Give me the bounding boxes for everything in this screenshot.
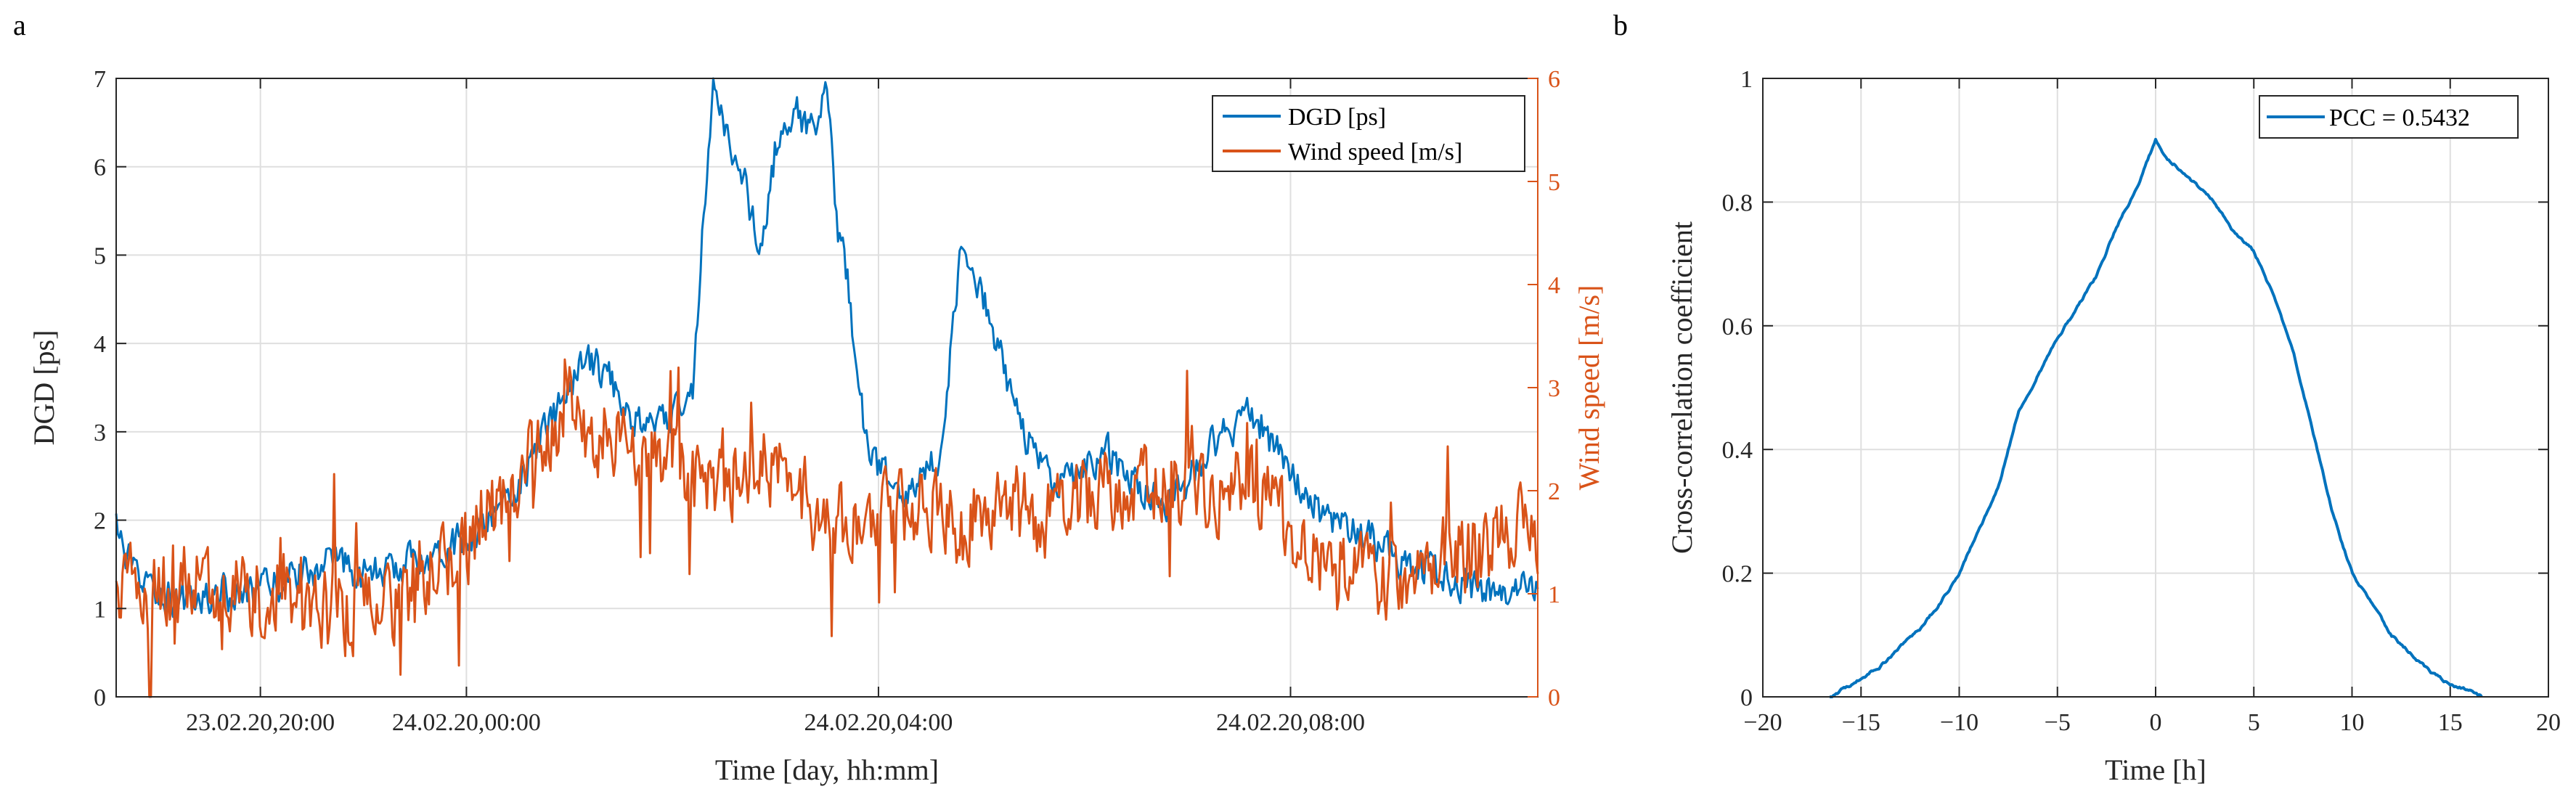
chart-b-y-tick-label: 0	[1740, 685, 1753, 711]
chart-a-x-tick-label: 24.02.20,04:00	[804, 709, 953, 736]
chart-a-y-tick-label: 5	[94, 242, 106, 269]
chart-a-y-right-ticks: 0 1 2 3 4 5 6	[1528, 66, 1560, 711]
chart-b-y-tick-label: 0.6	[1722, 314, 1753, 340]
chart-a-y-tick-label: 1	[94, 596, 106, 623]
pcc-series-line	[1829, 137, 2483, 698]
chart-b-y-tick-label: 0.2	[1722, 561, 1753, 588]
chart-b-x-tick-label: 0	[2150, 709, 2162, 736]
chart-b-x-tick-label: −20	[1743, 709, 1782, 736]
chart-b-y-ticks: 0 0.2 0.4 0.6 0.8 1	[1722, 66, 2548, 711]
chart-a-y-tick-label: 2	[94, 508, 106, 535]
chart-b-x-tick-label: −15	[1842, 709, 1880, 736]
chart-b-x-tick-label: −5	[2045, 709, 2071, 736]
chart-b-x-tick-label: 15	[2438, 709, 2463, 736]
chart-a-x-axis-label: Time [day, hh:mm]	[715, 753, 939, 786]
chart-b-x-ticks: −20 −15 −10 −5 0 5 10 15 20	[1743, 78, 2561, 736]
chart-a-y-tick-label: 3	[94, 420, 106, 446]
chart-a-x-ticks: 23.02.20,20:00 24.02.20,00:00 24.02.20,04:…	[186, 78, 1365, 736]
panel-label-b: b	[1613, 9, 1628, 41]
chart-a-y-tick-label: 7	[94, 66, 106, 93]
legend-label-pcc: PCC = 0.5432	[2329, 105, 2470, 131]
chart-b-x-tick-label: 10	[2340, 709, 2365, 736]
chart-a-y-right-tick-label: 5	[1548, 169, 1560, 196]
chart-a-y-right-tick-label: 0	[1548, 685, 1560, 711]
legend-label-dgd: DGD [ps]	[1288, 104, 1386, 131]
chart-b-y-axis-label: Cross-correlation coefficient	[1666, 221, 1698, 554]
chart-a-y-tick-label: 4	[94, 331, 106, 358]
dgd-series	[115, 77, 1539, 618]
chart-a-y-axis-label: DGD [ps]	[28, 330, 60, 446]
pcc-series	[1829, 137, 2483, 698]
chart-b-y-tick-label: 1	[1740, 66, 1753, 93]
chart-a-y-right-tick-label: 2	[1548, 478, 1560, 505]
chart-a-y-tick-label: 6	[94, 155, 106, 181]
dgd-wind-chart: 23.02.20,20:00 24.02.20,00:00 24.02.20,04:…	[28, 66, 1605, 786]
chart-b-y-tick-label: 0.4	[1722, 437, 1753, 464]
chart-b-legend: PCC = 0.5432	[2259, 95, 2519, 139]
legend-label-wind: Wind speed [m/s]	[1288, 139, 1462, 166]
chart-b-grid	[1762, 78, 2549, 698]
chart-a-y-right-tick-label: 1	[1548, 581, 1560, 608]
chart-b-x-axis-label: Time [h]	[2105, 753, 2206, 786]
chart-b-x-tick-label: 5	[2248, 709, 2260, 736]
wind-speed-series-line	[115, 358, 1539, 698]
chart-a-x-tick-label: 24.02.20,00:00	[392, 709, 541, 736]
chart-a-y-ticks: 0 1 2 3 4 5 6 7	[94, 66, 126, 711]
cross-correlation-chart: −20 −15 −10 −5 0 5 10 15 20 0 0.2 0.4 0.6 0.8 1 Time …	[1666, 66, 2561, 786]
chart-b-x-tick-label: 20	[2536, 709, 2561, 736]
dgd-series-line	[115, 77, 1539, 618]
chart-a-x-tick-label: 24.02.20,08:00	[1216, 709, 1365, 736]
chart-a-y-tick-label: 0	[94, 685, 106, 711]
chart-a-y-right-tick-label: 4	[1548, 272, 1560, 299]
chart-b-y-tick-label: 0.8	[1722, 189, 1753, 216]
chart-a-x-tick-label: 23.02.20,20:00	[186, 709, 335, 736]
panel-label-a: a	[13, 9, 26, 41]
chart-a-legend-box	[1212, 95, 1525, 172]
chart-a-legend: DGD [ps] Wind speed [m/s]	[1212, 95, 1525, 172]
wind-speed-series	[115, 358, 1539, 698]
chart-a-y-right-tick-label: 6	[1548, 66, 1560, 93]
chart-a-y-right-tick-label: 3	[1548, 375, 1560, 402]
chart-b-x-tick-label: −10	[1940, 709, 1978, 736]
chart-a-y-right-axis-label: Wind speed [m/s]	[1573, 285, 1605, 491]
